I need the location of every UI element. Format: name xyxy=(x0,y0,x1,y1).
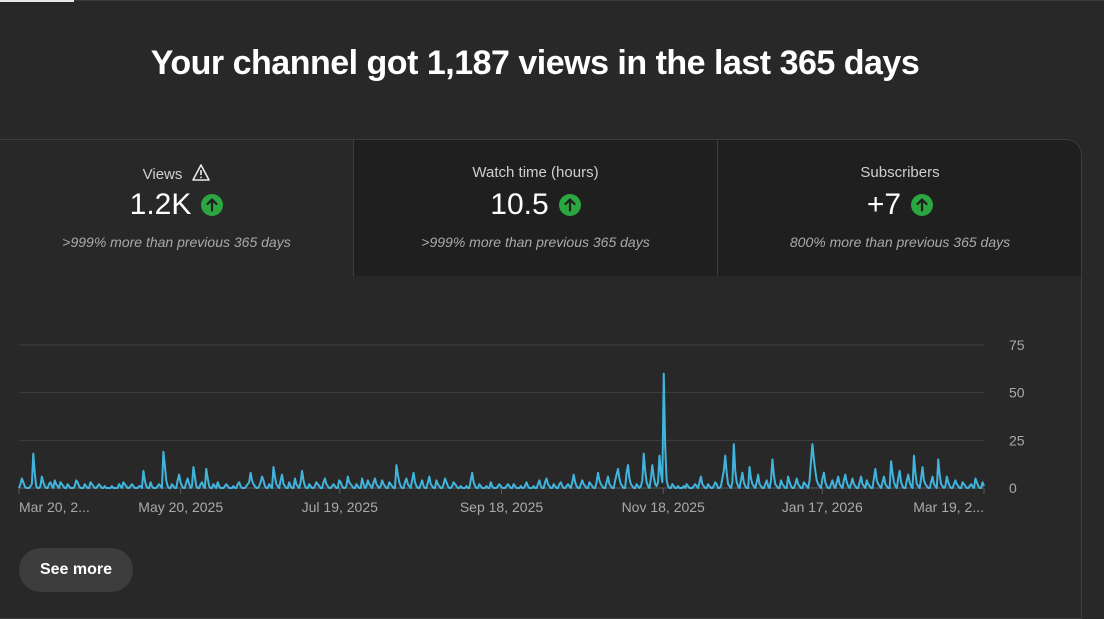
warning-icon[interactable] xyxy=(192,164,211,185)
views-line-chart[interactable]: 0 25 50 75 Mar 20, 2... May 20, 2025 Jul 19, … xyxy=(0,300,1082,530)
top-divider xyxy=(0,0,1104,1)
trend-up-icon xyxy=(911,194,934,216)
metric-value-row: +7 xyxy=(718,188,1081,222)
x-tick-label: Nov 18, 2025 xyxy=(622,499,705,515)
y-tick-label: 75 xyxy=(1009,337,1025,353)
trend-up-icon xyxy=(558,194,581,216)
metric-label-row: Subscribers xyxy=(718,164,1081,181)
x-tick-label: Jul 19, 2025 xyxy=(302,499,378,515)
metric-value: +7 xyxy=(866,188,902,221)
y-tick-label: 0 xyxy=(1009,480,1017,496)
trend-up-icon xyxy=(201,194,224,216)
x-tick-label: Jan 17, 2026 xyxy=(782,499,863,515)
metric-label: Subscribers xyxy=(860,164,940,181)
metric-label-row: Views xyxy=(0,164,353,185)
metric-value: 10.5 xyxy=(490,188,549,221)
metric-label-row: Watch time (hours) xyxy=(354,164,717,181)
metric-label: Views xyxy=(142,166,183,183)
metric-comparison: >999% more than previous 365 days xyxy=(421,234,650,250)
analytics-card: Views 1.2K >999% more than previous 365 … xyxy=(0,139,1082,619)
x-tick-label: Mar 19, 2... xyxy=(913,499,984,515)
y-tick-label: 25 xyxy=(1009,432,1025,448)
x-tick-label: May 20, 2025 xyxy=(138,499,223,515)
y-tick-label: 50 xyxy=(1009,385,1025,401)
active-tab-indicator xyxy=(0,0,74,2)
metric-value-row: 10.5 xyxy=(354,188,717,222)
metrics-tabs: Views 1.2K >999% more than previous 365 … xyxy=(0,140,1081,276)
see-more-button[interactable]: See more xyxy=(19,548,133,592)
metric-value-row: 1.2K xyxy=(0,188,353,222)
x-tick-label: Sep 18, 2025 xyxy=(460,499,544,515)
metric-label: Watch time (hours) xyxy=(472,164,599,181)
metric-comparison: >999% more than previous 365 days xyxy=(62,234,291,250)
page-headline: Your channel got 1,187 views in the last… xyxy=(150,44,920,82)
metric-tab-views[interactable]: Views 1.2K >999% more than previous 365 … xyxy=(0,140,354,276)
metric-comparison: 800% more than previous 365 days xyxy=(789,234,1011,250)
metric-tab-subscribers[interactable]: Subscribers +7 800% more than previous 3… xyxy=(718,140,1081,276)
views-series-line[interactable] xyxy=(18,372,985,489)
metric-tab-watch-time[interactable]: Watch time (hours) 10.5 >999% more than … xyxy=(354,140,718,276)
x-tick-label: Mar 20, 2... xyxy=(19,499,90,515)
metric-value: 1.2K xyxy=(129,188,192,221)
